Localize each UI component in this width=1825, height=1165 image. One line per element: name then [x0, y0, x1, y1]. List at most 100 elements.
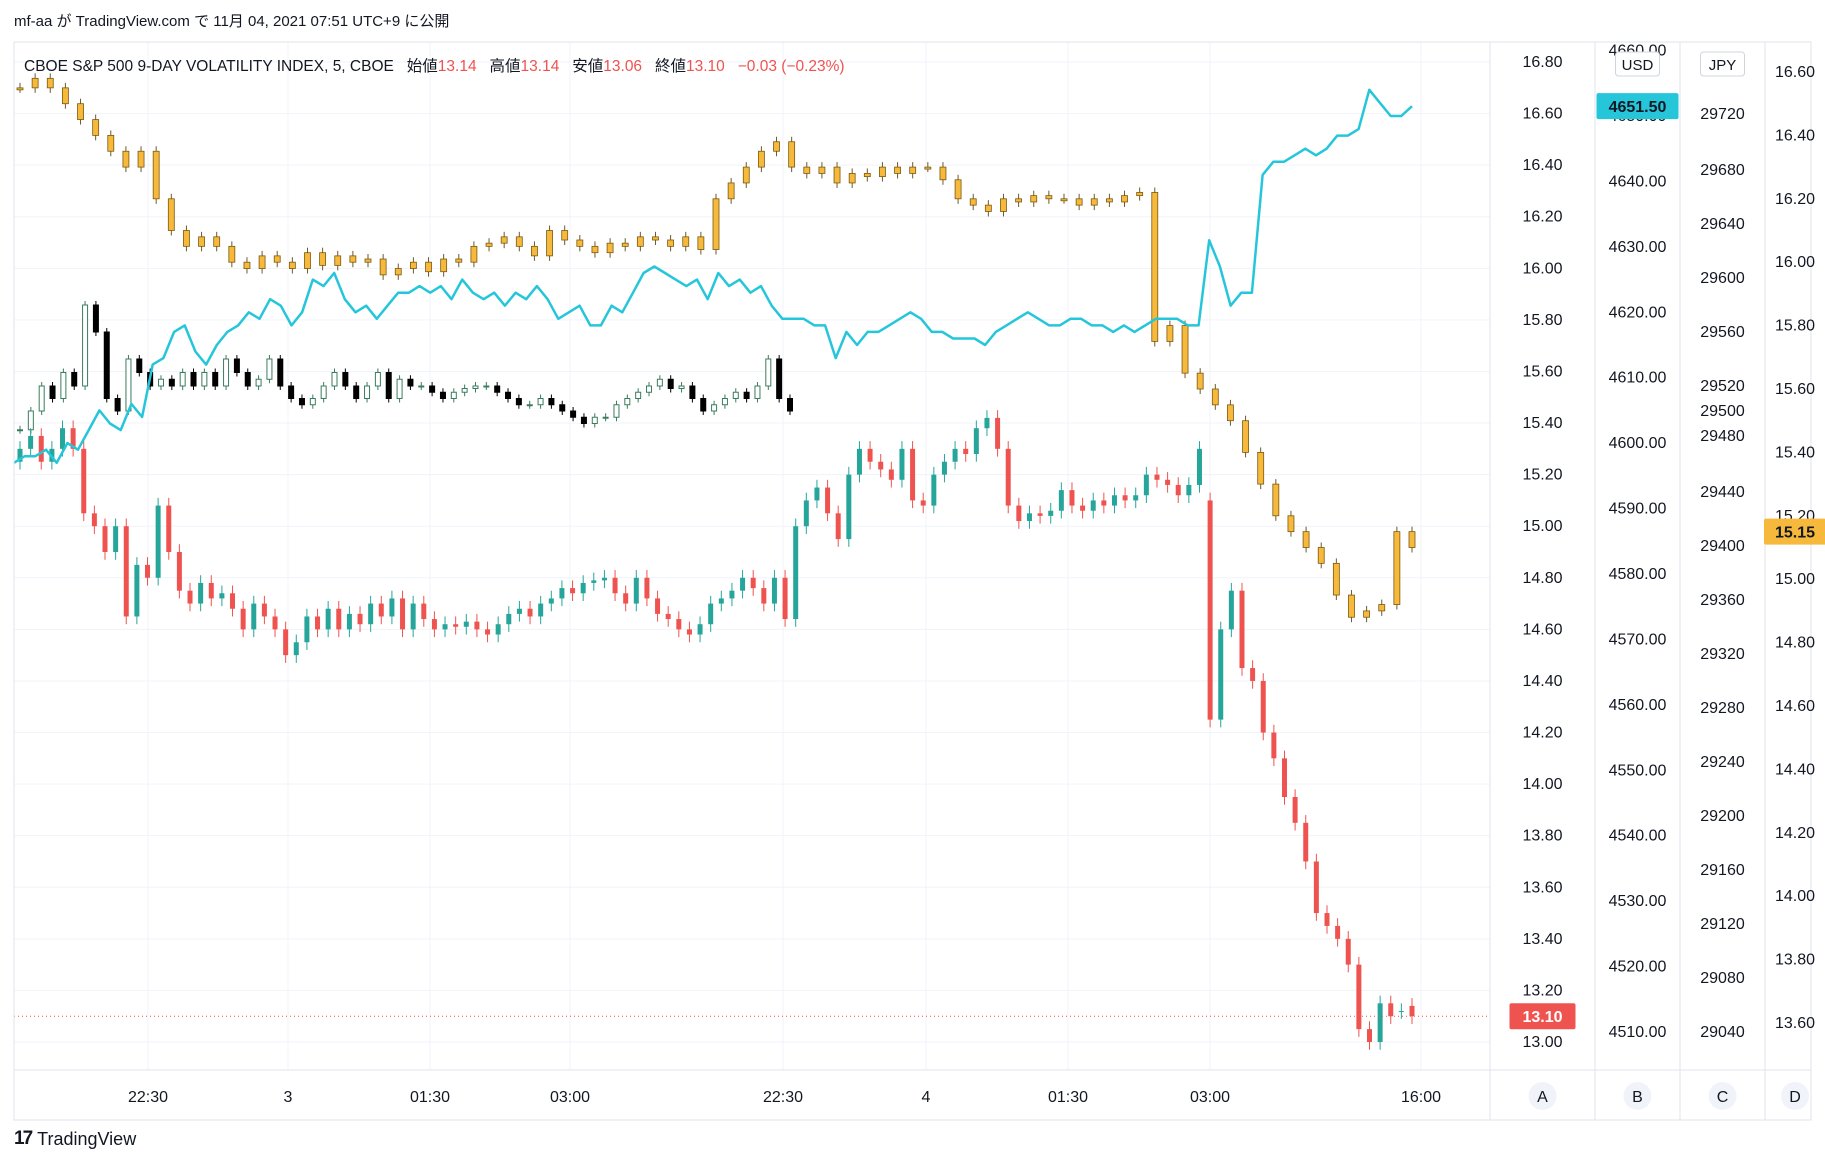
vix9d-candle: [1154, 474, 1160, 480]
y-tick-label-a: 14.20: [1522, 725, 1562, 742]
series-d-candle: [379, 258, 387, 276]
series-d-candle: [213, 236, 221, 247]
vix9d-candle: [261, 603, 267, 617]
vix9d-candle: [1398, 1011, 1404, 1013]
vix9d-candle: [336, 608, 342, 630]
vix9d-candle: [1165, 479, 1171, 485]
tradingview-logo[interactable]: 17 TradingView: [14, 1128, 136, 1150]
last-value-badge-b-bg: [1596, 93, 1679, 120]
vix9d-candle: [431, 619, 437, 630]
vix9d-candle: [368, 603, 374, 625]
series-d-candle: [621, 242, 629, 247]
series-c-candle: [429, 385, 436, 393]
vix9d-candle: [506, 613, 512, 625]
series-d-candle: [652, 236, 659, 241]
vix9d-candle: [793, 526, 799, 620]
y-tick-label-a: 15.00: [1522, 518, 1562, 535]
scale-letter-badge: [1781, 1082, 1809, 1110]
series-c-candle: [157, 378, 164, 387]
series-d-candle: [1211, 388, 1219, 406]
series-d-candle: [1317, 547, 1325, 564]
series-d-candle: [591, 245, 599, 254]
series-c-candle: [700, 398, 707, 412]
y-tick-label-d: 14.60: [1775, 698, 1815, 715]
logo-mark-icon: 17: [14, 1128, 33, 1149]
series-c-candle: [743, 391, 750, 399]
vix9d-candle: [1207, 500, 1213, 720]
series-d-candle: [924, 166, 932, 170]
series-c-candle: [494, 385, 501, 393]
grid-lines: [14, 42, 1490, 1070]
vix9d-candle: [697, 624, 703, 635]
vix9d-candle: [1175, 484, 1181, 496]
y-tick-label-b: 4600.00: [1609, 435, 1667, 452]
x-tick-label: 22:30: [128, 1089, 168, 1106]
vix9d-candle: [1186, 484, 1192, 496]
series-d-candle: [273, 255, 281, 263]
series-d-candle: [258, 255, 266, 269]
vix9d-candle: [729, 590, 735, 599]
vix9d-candle: [81, 448, 87, 514]
vix9d-candle: [1048, 510, 1054, 516]
vix9d-candle: [1271, 732, 1277, 759]
series-c-candle: [646, 385, 653, 393]
series-c-candle: [559, 404, 566, 412]
series-d-candle: [46, 77, 54, 89]
vix9d-candle: [655, 598, 661, 614]
series-d-candle: [409, 261, 417, 269]
vix9d-candle: [17, 448, 23, 462]
vix9d-candle: [1356, 964, 1362, 1030]
series-c-candle: [288, 385, 295, 399]
series-c-candles: [17, 301, 793, 434]
series-d-candle: [152, 150, 160, 200]
vix9d-candle: [899, 448, 905, 480]
vix9d-candle: [1058, 490, 1064, 511]
series-c-candle: [38, 385, 45, 412]
y-tick-label-c: 29040: [1700, 1024, 1745, 1041]
vix9d-candle: [548, 598, 554, 604]
last-value-badge-a: 13.10: [1522, 1009, 1562, 1026]
vix9d-candle: [442, 624, 448, 630]
vix9d-candle: [1366, 1029, 1372, 1042]
series-d-candle: [364, 258, 372, 263]
series-c-candle: [635, 391, 642, 399]
series-d-candle: [455, 258, 463, 263]
vix9d-candle: [644, 577, 650, 599]
vix9d-candle: [686, 629, 692, 635]
vix9d-candle: [1133, 495, 1139, 501]
vix9d-candle: [1377, 1003, 1383, 1042]
y-tick-label-c: 29360: [1700, 592, 1745, 609]
series-c-candle: [353, 385, 360, 399]
vix9d-candle: [825, 487, 831, 514]
series-b-polyline: [13, 88, 1413, 465]
y-tick-label-a: 16.60: [1522, 106, 1562, 123]
vix9d-candle: [315, 616, 321, 630]
scale-letter-c: C: [1717, 1089, 1729, 1106]
vix9d-candle: [123, 526, 129, 617]
vix9d-candle: [931, 474, 937, 506]
series-d-candle: [470, 245, 478, 263]
vix9d-candle: [952, 448, 958, 462]
series-c-candle: [548, 398, 555, 406]
y-tick-label-b: 4590.00: [1609, 501, 1667, 518]
series-d-candle: [712, 198, 720, 250]
series-c-candle: [364, 385, 371, 399]
y-tick-label-d: 16.20: [1775, 191, 1815, 208]
vix9d-candle: [1335, 925, 1341, 939]
series-d-candle: [1060, 198, 1068, 202]
vix9d-candle: [771, 577, 777, 604]
last-value-badge-a-bg: [1509, 1003, 1576, 1030]
y-tick-label-c: 29480: [1700, 428, 1745, 445]
series-c-candle: [537, 398, 544, 406]
series-d-candle: [894, 166, 901, 174]
vix9d-candle: [378, 603, 384, 617]
series-d-candle: [1227, 404, 1234, 422]
y-tick-label-a: 16.20: [1522, 209, 1562, 226]
vix9d-candle: [410, 603, 416, 630]
series-c-candle: [580, 416, 587, 424]
series-d-candle: [909, 166, 917, 174]
vix9d-candle: [346, 613, 352, 630]
legend-high-label: 高値: [489, 58, 521, 75]
series-c-candle: [190, 372, 197, 387]
